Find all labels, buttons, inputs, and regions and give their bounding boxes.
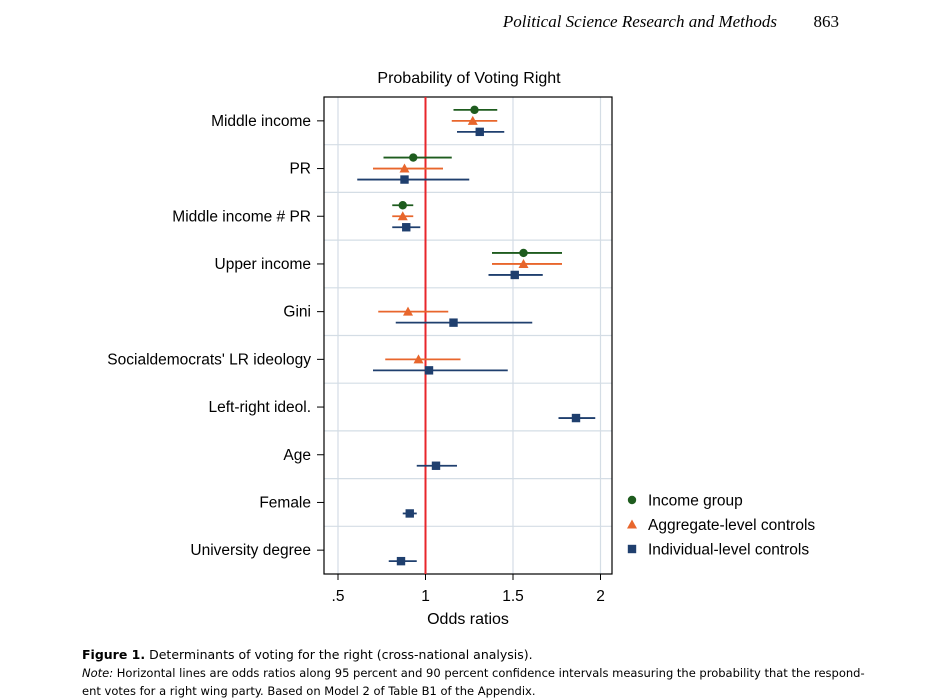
point-estimate-square (571, 413, 581, 423)
axis-layer: Middle income PR Middle income # PR Upper i… (107, 113, 605, 605)
caption-label: Figure 1. (82, 647, 146, 662)
x-tick-label: 1 (421, 588, 430, 605)
coefficient-chart: Probability of Voting Right Middle incom… (107, 70, 815, 628)
x-tick-label: 1.5 (502, 588, 524, 605)
legend-marker-circle (627, 495, 637, 505)
x-axis-label: Odds ratios (427, 611, 509, 628)
figure-caption: Figure 1. Determinants of voting for the… (82, 646, 865, 700)
plot-frame (323, 96, 613, 575)
point-estimate-square (400, 175, 409, 184)
point-estimate-triangle (467, 115, 478, 125)
y-tick-label: Gini (283, 304, 311, 321)
point-estimate-circle (409, 153, 418, 162)
legend: Income group Aggregate-level controls Indi… (627, 493, 815, 559)
point-estimate-square (424, 366, 434, 375)
point-estimate-square (475, 127, 484, 137)
y-tick-label: Upper income (215, 256, 312, 273)
point-estimate-circle (398, 201, 407, 210)
y-tick-label: Female (259, 494, 311, 511)
point-estimate-triangle (403, 306, 413, 316)
point-estimate-square (431, 461, 441, 470)
point-estimate-square (402, 223, 411, 232)
x-tick-label: .5 (332, 588, 345, 605)
journal-title: Political Science Research and Methods (502, 12, 777, 31)
y-tick-label: Left-right ideol. (208, 399, 311, 416)
note-text: Horizontal lines are odds ratios along 9… (116, 666, 865, 680)
note-label: Note: (82, 666, 114, 680)
legend-marker-triangle (627, 519, 637, 529)
grid-layer (324, 97, 612, 574)
y-tick-label: University degree (190, 542, 311, 559)
point-estimate-square (510, 270, 519, 280)
y-tick-label: Middle income (211, 113, 311, 130)
legend-label: Individual-level controls (648, 542, 809, 559)
page-number: 863 (813, 12, 840, 31)
y-tick-label: Socialdemocrats' LR ideology (107, 351, 311, 368)
point-estimate-circle (470, 105, 479, 115)
chart-title: Probability of Voting Right (377, 70, 561, 87)
point-estimate-triangle (518, 258, 529, 268)
legend-marker-square (627, 544, 637, 554)
legend-label: Aggregate-level controls (648, 517, 815, 534)
point-estimate-square (449, 318, 458, 327)
y-tick-label: Age (283, 447, 311, 464)
point-estimate-triangle (413, 354, 424, 364)
caption-text: Determinants of voting for the right (cr… (149, 647, 533, 662)
legend-label: Income group (648, 493, 743, 510)
marks-layer (357, 105, 596, 566)
y-tick-label: PR (289, 161, 311, 178)
y-tick-label: Middle income # PR (172, 208, 311, 225)
running-head: Political Science Research and Methods 8… (0, 10, 939, 34)
point-estimate-square (405, 509, 414, 518)
note-text-continued: ent votes for a right wing party. Based … (82, 684, 536, 698)
point-estimate-triangle (399, 163, 410, 173)
point-estimate-square (396, 556, 406, 566)
x-tick-label: 2 (596, 588, 605, 605)
point-estimate-circle (519, 248, 528, 258)
point-estimate-triangle (397, 211, 408, 221)
